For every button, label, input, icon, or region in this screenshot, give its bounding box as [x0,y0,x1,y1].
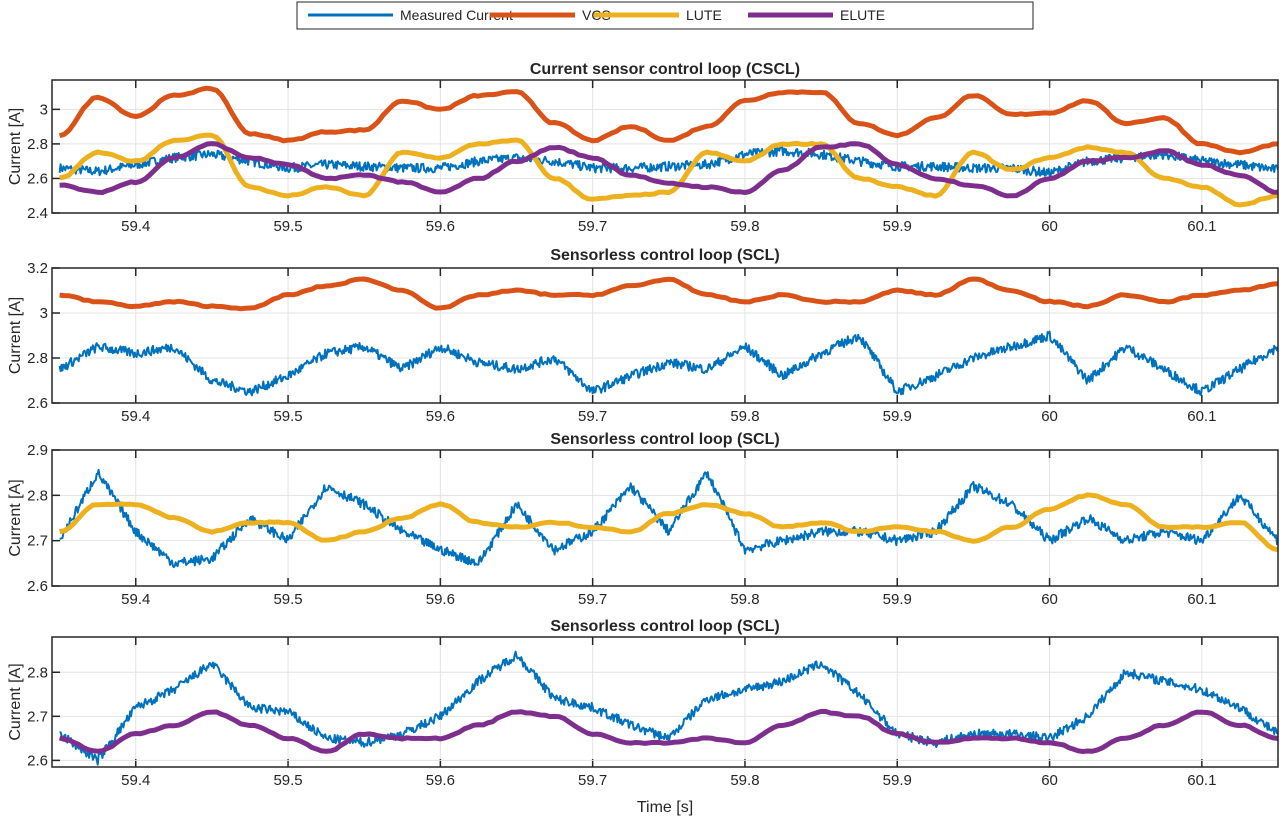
y-tick-label: 2.8 [27,136,48,153]
x-tick-label: 59.7 [578,772,607,789]
x-tick-label: 59.5 [273,772,302,789]
subplot-title: Current sensor control loop (CSCL) [530,61,800,78]
subplot-3: 59.4 59.5 59.6 59.7 59.8 59.9 60 60.1 2.6 2.7 2.8 2… [7,431,1279,608]
y-axis-label: Current [A] [7,108,24,185]
x-tick-label: 59.5 [273,408,302,425]
x-tick-label: 59.4 [121,218,150,235]
subplot-title: Sensorless control loop (SCL) [550,431,779,448]
y-tick-label: 2.9 [27,442,48,459]
x-tick-label: 59.9 [883,218,912,235]
x-tick-label: 59.8 [730,591,759,608]
y-tick-label: 2.6 [27,578,48,595]
legend-label: LUTE [686,7,722,23]
x-tick-label: 59.8 [730,218,759,235]
y-tick-label: 2.6 [27,395,48,412]
y-tick-label: 3 [40,101,48,118]
x-tick-label: 59.4 [121,772,150,789]
x-tick-label: 59.8 [730,772,759,789]
x-tick-label: 60.1 [1187,591,1216,608]
axes-box [51,636,1279,768]
y-tick-label: 3.2 [27,260,48,277]
y-tick-label: 2.7 [27,533,48,550]
series-line-measured-current [58,146,1278,179]
plot-area [52,268,1278,403]
series-line-elute [59,141,1278,199]
x-tick-label: 59.4 [121,591,150,608]
x-tick-label: 59.6 [426,591,455,608]
x-axis-label: Time [s] [637,799,693,816]
legend-label: ELUTE [840,7,885,23]
y-tick-label: 2.6 [27,170,48,187]
legend-label: Measured Current [400,7,513,23]
series-line-vcs [58,85,1278,156]
x-tick-label: 59.4 [121,408,150,425]
x-tick-label: 60.1 [1187,772,1216,789]
subplot-title: Sensorless control loop (SCL) [550,618,779,635]
x-tick-label: 59.9 [883,408,912,425]
x-tick-label: 59.9 [883,772,912,789]
y-tick-label: 2.8 [27,487,48,504]
subplot-1: 59.4 59.5 59.6 59.7 59.8 59.9 60 60.1 2.4 2.6 2.8 3… [7,61,1279,235]
x-tick-label: 60 [1041,218,1058,235]
axes-box [51,449,1279,587]
x-tick-label: 60 [1041,408,1058,425]
x-tick-label: 60 [1041,591,1058,608]
series-group [59,468,1278,569]
y-axis-label: Current [A] [7,479,24,556]
x-tick-label: 59.7 [578,218,607,235]
x-tick-label: 59.7 [578,408,607,425]
y-tick-label: 2.8 [27,350,48,367]
x-tick-label: 59.5 [273,218,302,235]
x-tick-label: 59.5 [273,591,302,608]
x-tick-label: 59.9 [883,591,912,608]
x-tick-label: 60.1 [1187,408,1216,425]
series-group [58,85,1278,208]
x-tick-label: 60.1 [1187,218,1216,235]
subplots: 59.4 59.5 59.6 59.7 59.8 59.9 60 60.1 2.4 2.6 2.8 3… [7,61,1279,789]
subplot-2: 59.4 59.5 59.6 59.7 59.8 59.9 60 60.1 2.6 2.8 3 3.2… [7,247,1279,425]
x-tick-label: 59.8 [730,408,759,425]
y-tick-label: 2.4 [27,205,48,222]
subplot-4: 59.4 59.5 59.6 59.7 59.8 59.9 60 60.1 2.6 2.7 2.8 S… [7,618,1279,789]
series-line-lute [59,492,1278,553]
legend: Measured CurrentVCSLUTEELUTE [296,1,1034,30]
x-tick-label: 59.7 [578,591,607,608]
axes-box [51,267,1279,404]
x-tick-label: 60 [1041,772,1058,789]
y-axis-label: Current [A] [7,663,24,740]
series-group [58,276,1278,397]
axes-box [51,79,1279,214]
series-group [58,650,1278,766]
plot-area [52,637,1278,767]
series-line-lute [59,132,1278,208]
y-tick-label: 3 [40,305,48,322]
y-tick-label: 2.8 [27,664,48,681]
x-tick-label: 59.6 [426,772,455,789]
series-line-measured-current [58,330,1278,397]
plot-area [52,450,1278,586]
x-tick-label: 59.6 [426,408,455,425]
x-tick-label: 59.6 [426,218,455,235]
series-line-elute [58,708,1278,754]
y-tick-label: 2.6 [27,752,48,769]
subplot-title: Sensorless control loop (SCL) [550,247,779,264]
y-axis-label: Current [A] [7,297,24,374]
series-line-vcs [59,276,1278,312]
y-tick-label: 2.7 [27,708,48,725]
